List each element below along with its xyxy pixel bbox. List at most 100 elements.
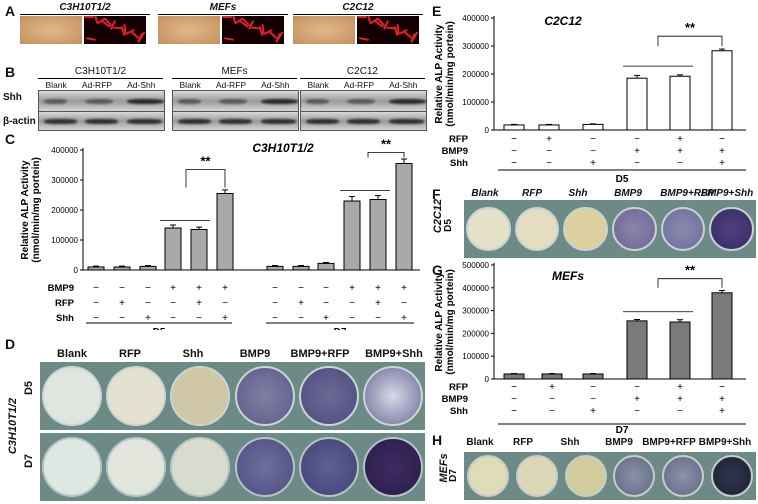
actin-blot-strip (38, 111, 165, 131)
bar (343, 200, 361, 271)
treatment-sign: − (119, 313, 125, 324)
treatment-sign: + (677, 394, 683, 405)
well-column-label: Shh (182, 348, 204, 360)
chart-title: C3H10T1/2 (252, 141, 314, 155)
treatment-row-label: BMP9 (442, 146, 468, 157)
fluorescence-image (84, 16, 146, 44)
treatment-row-label: BMP9 (48, 283, 74, 294)
bar (317, 262, 335, 271)
treatment-sign: + (401, 283, 407, 294)
bar (711, 292, 733, 380)
stained-well (106, 436, 167, 498)
treatment-sign: − (634, 382, 640, 393)
stained-well (234, 436, 295, 498)
significance-bracket (657, 278, 723, 288)
fluorescent-cell (276, 31, 284, 41)
stained-well (234, 365, 295, 427)
treatment-sign: + (549, 382, 555, 393)
treatment-sign: − (401, 298, 407, 309)
treatment-sign: + (677, 134, 683, 145)
panel-label-d: D (5, 336, 16, 352)
y-tick-label: 0 (74, 266, 79, 275)
treatment-sign: − (323, 283, 329, 294)
treatment-sign: − (590, 382, 596, 393)
treatment-sign: + (677, 146, 683, 157)
well-plate-image (464, 200, 756, 258)
blot-lane-label: Ad-Shh (389, 80, 418, 90)
treatment-sign: − (677, 406, 683, 417)
bar (503, 373, 525, 380)
y-tick-label: 400000 (51, 146, 78, 155)
y-tick-label: 100000 (51, 236, 78, 245)
chart-title: C2C12 (544, 14, 582, 28)
y-tick-label: 100000 (462, 352, 489, 361)
bar (292, 265, 310, 271)
bar (669, 321, 691, 380)
blot-lane-labels: Blank Ad-RFP Ad-Shh (300, 80, 425, 90)
blot-band (388, 99, 426, 105)
brightfield-image (20, 16, 82, 44)
brightfield-image (158, 16, 220, 44)
blot-band (219, 99, 247, 105)
significance-bracket (657, 35, 723, 46)
treatment-sign: − (170, 313, 176, 324)
treatment-sign: − (93, 313, 99, 324)
blot-band (178, 119, 211, 124)
significance-label: ** (685, 20, 696, 35)
treatment-sign: − (546, 158, 552, 169)
chart-title: MEFs (552, 269, 584, 283)
chart-mefs: MEFs 0 100000 200000 300000 400000 500000 Relat… (434, 261, 746, 433)
stained-well (613, 455, 656, 497)
significance-label: ** (381, 136, 392, 151)
blot-lane-label: Blank (179, 80, 201, 90)
stained-well (467, 455, 510, 497)
fluorescent-cell (367, 16, 371, 24)
treatment-row-label: Shh (450, 406, 468, 417)
bar (216, 193, 234, 271)
blot-band (260, 119, 296, 124)
blot-band (44, 99, 67, 105)
fluorescent-cell (85, 37, 97, 41)
panel-label-g: G (432, 262, 443, 278)
treatment-sign: − (549, 394, 555, 405)
y-tick-label: 500000 (462, 261, 489, 270)
blot-band (178, 99, 201, 105)
blot-lane-label: Ad-RFP (343, 80, 375, 90)
stained-well (298, 365, 359, 427)
treatment-sign: − (93, 283, 99, 294)
treatment-sign: − (145, 298, 151, 309)
blot-band (44, 119, 77, 124)
fluorescent-cell (232, 16, 236, 24)
treatment-sign: − (272, 283, 278, 294)
actin-blot-strip (300, 111, 427, 131)
well-column-label: Blank (466, 437, 494, 448)
blot-band (85, 99, 113, 105)
treatment-sign: − (170, 298, 176, 309)
significance-bracket (367, 151, 405, 158)
day-label: D7 (616, 425, 629, 433)
treatment-sign: + (719, 394, 725, 405)
y-tick-label: 200000 (462, 329, 489, 338)
well-plate-image (40, 433, 425, 501)
treatment-sign: + (196, 283, 202, 294)
panel-label-h: H (432, 432, 443, 448)
treatment-sign: − (549, 406, 555, 417)
fluorescence-image (357, 16, 419, 44)
blot-group-label: MEFs (172, 66, 297, 79)
stained-well (514, 206, 560, 252)
actin-blot-strip (172, 111, 299, 131)
treatment-sign: + (634, 394, 640, 405)
stained-well (170, 436, 231, 498)
bar (503, 124, 525, 131)
stained-well (563, 206, 608, 252)
well-column-label: RFP (119, 348, 141, 360)
treatment-row-label: BMP9 (442, 394, 468, 405)
stained-well (362, 436, 423, 498)
significance-bracket (185, 169, 226, 188)
blot-lane-labels: Blank Ad-RFP Ad-Shh (38, 80, 163, 90)
stained-well (710, 455, 753, 497)
blot-band (126, 99, 164, 105)
bar (582, 123, 604, 131)
blot-group-label: C2C12 (300, 66, 425, 79)
y-tick-label: 400000 (462, 284, 489, 293)
